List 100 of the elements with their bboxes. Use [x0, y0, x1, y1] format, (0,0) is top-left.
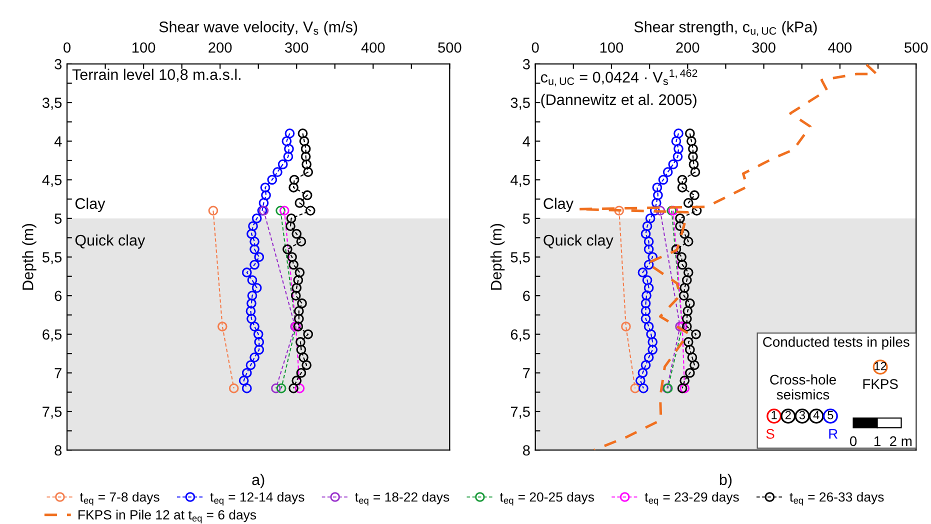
y-tick-label: 5 [522, 214, 530, 224]
point [644, 260, 654, 270]
point [242, 268, 252, 278]
point [242, 383, 252, 394]
point [246, 298, 256, 308]
point [674, 128, 684, 138]
point [688, 159, 699, 170]
point [672, 152, 683, 162]
point [300, 144, 311, 154]
point [284, 144, 294, 154]
point [302, 159, 312, 170]
point [287, 252, 297, 262]
x-tick-label: 500 [438, 42, 462, 53]
point [640, 314, 651, 324]
point [296, 368, 306, 378]
point [271, 383, 281, 394]
point [683, 337, 694, 347]
point [292, 282, 302, 293]
point [296, 344, 306, 355]
point [645, 213, 656, 224]
x-tick-label: 100 [132, 42, 156, 53]
point [247, 290, 258, 301]
point [675, 213, 685, 224]
y-axis-title: Depth (m) [22, 224, 36, 290]
point [246, 306, 256, 316]
annotation: Quick clay [75, 234, 146, 249]
point [261, 190, 271, 200]
point [655, 206, 666, 216]
point [298, 128, 308, 138]
point [294, 383, 305, 394]
point [644, 322, 654, 332]
point [644, 352, 654, 362]
point [676, 252, 686, 262]
annotation: Clay [75, 198, 106, 212]
point [683, 268, 694, 278]
point [303, 167, 314, 177]
y-tick-label: 6 [54, 290, 62, 302]
point [621, 322, 631, 332]
annotation: 0 [850, 436, 857, 446]
point [684, 298, 695, 308]
annotation: Terrain level 10,8 m.a.s.l. [72, 68, 240, 82]
point [299, 136, 310, 146]
y-tick-label: 4 [54, 136, 62, 146]
point [292, 376, 302, 386]
x-tick-label: 100 [600, 42, 624, 53]
point [638, 383, 648, 394]
point [294, 314, 304, 324]
annotation: Cross-hole seismics [770, 374, 836, 400]
point [297, 298, 307, 308]
point [217, 322, 228, 332]
point [300, 152, 311, 162]
point [290, 290, 301, 301]
point [294, 268, 305, 278]
point [687, 352, 698, 362]
point [674, 144, 684, 154]
point [642, 290, 652, 301]
point [690, 167, 700, 177]
point [267, 174, 278, 185]
point [658, 174, 668, 185]
point [294, 306, 304, 316]
annotation: 2 m [890, 436, 912, 446]
point [250, 244, 260, 254]
point [680, 383, 690, 394]
point [683, 236, 694, 247]
point [675, 322, 685, 332]
point [653, 190, 663, 200]
point [640, 298, 651, 308]
legend-label: t$_{eq}$ = 12-14 days [210, 492, 304, 506]
annotation: R [829, 429, 838, 439]
point [302, 190, 312, 200]
point [684, 128, 695, 138]
point [228, 383, 239, 394]
point [252, 282, 262, 293]
annotation: c$_{u,UC}$ = 0,0424 · V$_{s}$$^{1,462}$ [540, 69, 698, 86]
point [289, 174, 300, 185]
annotation: 1 [874, 436, 880, 446]
x-tick-label: 300 [752, 42, 776, 53]
y-tick-label: 7 [523, 368, 530, 378]
point [302, 360, 312, 370]
annotation: 1 [772, 411, 777, 420]
point [303, 329, 314, 340]
point [671, 136, 682, 146]
annotation: (Dannewitz et al. 2005) [541, 94, 696, 108]
annotation: 4 [813, 411, 820, 420]
point [279, 206, 290, 216]
point [258, 198, 269, 208]
point [662, 167, 673, 177]
point [684, 368, 695, 378]
point [288, 383, 298, 394]
legend-label: t$_{eq}$ = 20-25 days [500, 492, 594, 506]
point [677, 260, 688, 270]
point [642, 221, 652, 232]
point [668, 159, 678, 170]
point [682, 314, 692, 324]
y-tick-label: 6,5 [42, 329, 62, 342]
point [286, 221, 296, 232]
y-tick-label: 7,5 [42, 406, 62, 419]
point [644, 282, 654, 293]
point [648, 344, 658, 355]
point [282, 244, 292, 254]
